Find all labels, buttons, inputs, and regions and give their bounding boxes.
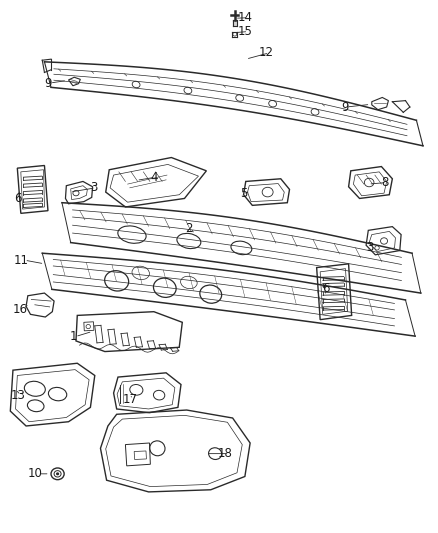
Text: 16: 16 [13, 303, 28, 316]
Text: 18: 18 [217, 447, 232, 460]
Text: 9: 9 [44, 77, 52, 90]
Text: 8: 8 [381, 176, 388, 189]
Ellipse shape [57, 473, 58, 474]
Text: 6: 6 [321, 282, 329, 295]
Text: 14: 14 [237, 11, 252, 24]
Text: 2: 2 [185, 222, 192, 235]
Text: 9: 9 [340, 101, 348, 114]
Text: 5: 5 [240, 187, 247, 200]
Text: 1: 1 [70, 330, 77, 343]
Text: 4: 4 [150, 171, 158, 184]
Text: 15: 15 [237, 25, 252, 38]
Text: 3: 3 [90, 181, 98, 195]
Text: 6: 6 [14, 192, 21, 206]
Text: 10: 10 [28, 467, 42, 480]
Text: 12: 12 [258, 46, 273, 59]
Text: 17: 17 [122, 393, 137, 406]
Text: 3: 3 [365, 241, 373, 254]
Text: 13: 13 [11, 389, 25, 402]
Text: 11: 11 [14, 254, 29, 266]
